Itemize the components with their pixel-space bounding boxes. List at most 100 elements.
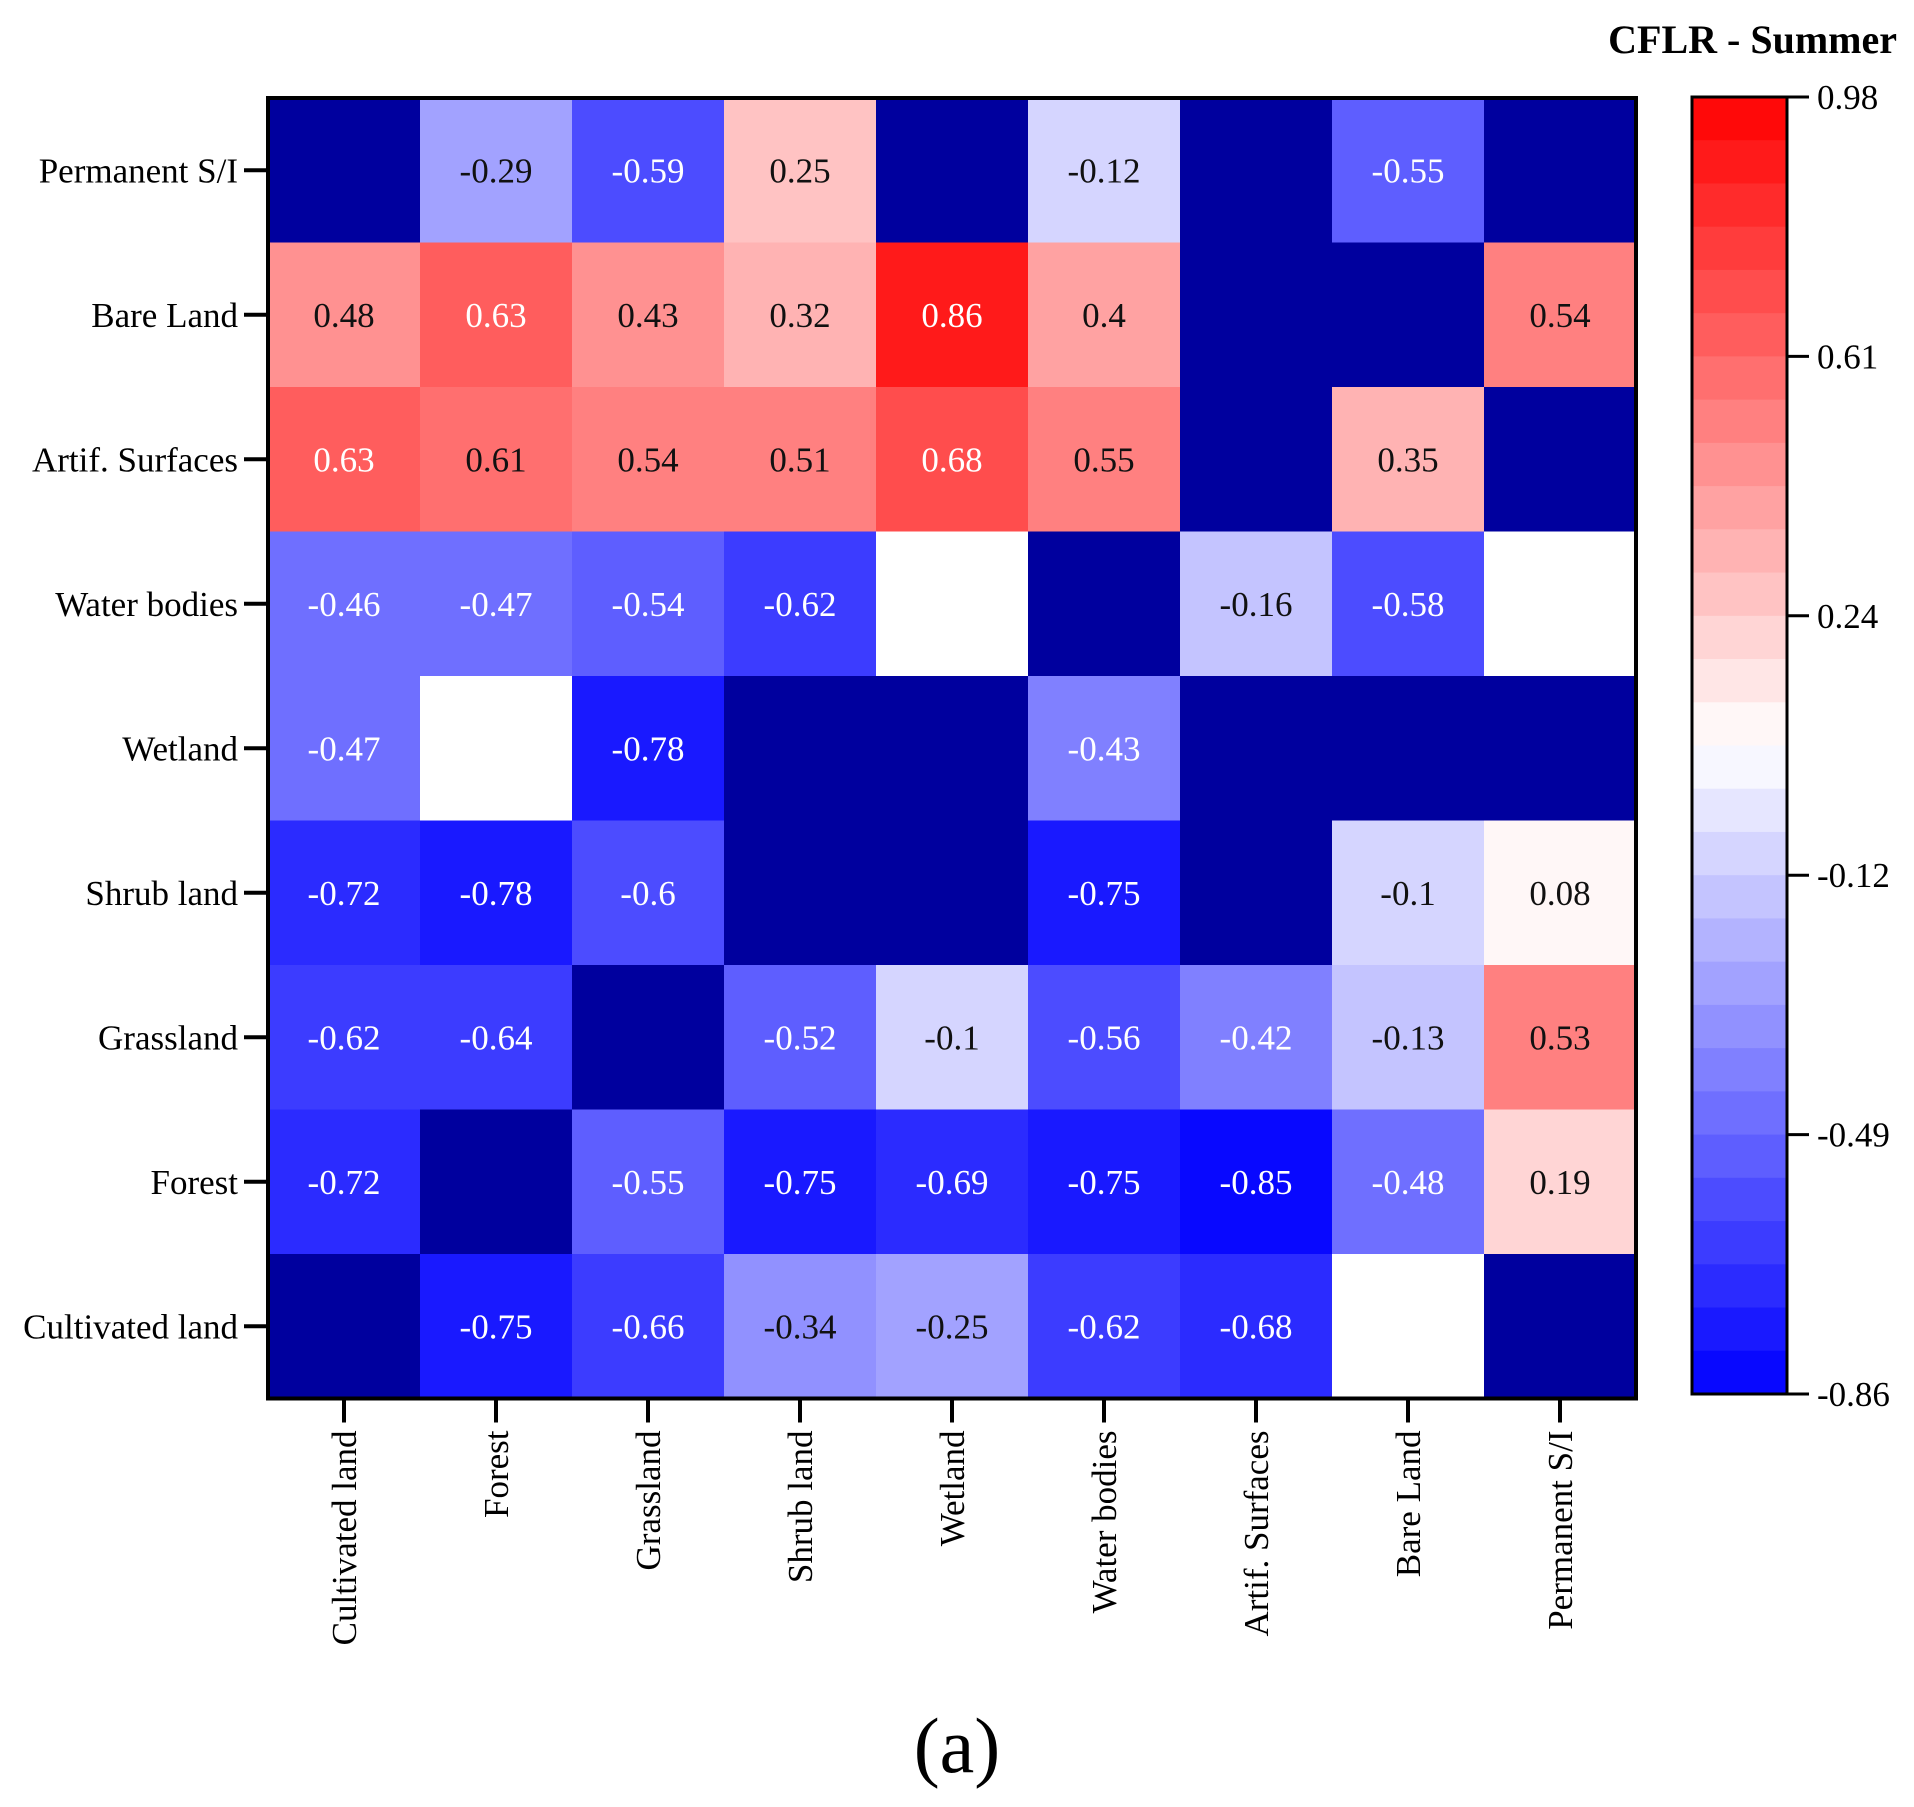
colorbar-step bbox=[1692, 1177, 1787, 1222]
heatmap-cell bbox=[1180, 98, 1333, 244]
cell-value-label: -0.68 bbox=[1220, 1307, 1293, 1346]
x-tick-label-artif-surfaces: Artif. Surfaces bbox=[1237, 1431, 1276, 1637]
cell-value-label: 0.63 bbox=[313, 440, 374, 479]
cell-value-label: -0.54 bbox=[612, 585, 685, 624]
cell-value-label: -0.55 bbox=[612, 1163, 685, 1202]
heatmap-cell bbox=[1332, 820, 1485, 966]
cell-value-label: -0.43 bbox=[1068, 729, 1141, 768]
cell-value-label: -0.78 bbox=[460, 874, 533, 913]
heatmap-cell bbox=[1484, 676, 1637, 822]
heatmap-cell bbox=[876, 820, 1029, 966]
x-tick-label-grassland: Grassland bbox=[629, 1430, 668, 1570]
heatmap-cell bbox=[1180, 387, 1333, 533]
x-axis: Cultivated land Forest Grassland Shrub land… bbox=[325, 1398, 1580, 1645]
x-tick-label-wetland: Wetland bbox=[933, 1430, 972, 1546]
heatmap-cell bbox=[572, 1109, 725, 1255]
x-tick-label-permanent-s-i: Permanent S/I bbox=[1541, 1431, 1580, 1630]
heatmap-cell bbox=[268, 1254, 421, 1400]
cell-value-label: -0.59 bbox=[612, 151, 685, 190]
heatmap-cell bbox=[572, 242, 725, 388]
cell-value-label: -0.62 bbox=[1068, 1307, 1141, 1346]
heatmap-cell bbox=[1484, 531, 1637, 677]
x-tick-label-water-bodies: Water bodies bbox=[1085, 1431, 1124, 1614]
heatmap-cell bbox=[1332, 242, 1485, 388]
heatmap-cell bbox=[1332, 1254, 1485, 1400]
y-tick-label-water-bodies: Water bodies bbox=[55, 585, 238, 624]
x-tick-label-bare-land: Bare Land bbox=[1389, 1430, 1428, 1577]
cell-value-label: -0.75 bbox=[1068, 874, 1141, 913]
cell-value-label: -0.56 bbox=[1068, 1018, 1141, 1057]
cell-value-label: -0.69 bbox=[916, 1163, 989, 1202]
cell-value-label: 0.48 bbox=[313, 296, 374, 335]
cell-value-label: -0.1 bbox=[1380, 874, 1435, 913]
cell-value-label: -0.52 bbox=[764, 1018, 837, 1057]
colorbar-step bbox=[1692, 659, 1787, 704]
panel-label: (a) bbox=[914, 1702, 1001, 1789]
heatmap-cell bbox=[1028, 1254, 1181, 1400]
cell-value-label: -0.62 bbox=[308, 1018, 381, 1057]
heatmap-cell bbox=[1028, 531, 1181, 677]
heatmap-cell bbox=[420, 965, 573, 1111]
cell-value-label: -0.12 bbox=[1068, 151, 1141, 190]
cell-value-label: -0.75 bbox=[764, 1163, 837, 1202]
colorbar-step bbox=[1692, 269, 1787, 314]
cell-value-label: -0.42 bbox=[1220, 1018, 1293, 1057]
heatmap-cell bbox=[268, 98, 421, 244]
heatmap-cell bbox=[420, 531, 573, 677]
colorbar-step bbox=[1692, 1307, 1787, 1352]
heatmap-cell bbox=[572, 531, 725, 677]
cell-value-label: 0.51 bbox=[769, 440, 830, 479]
cell-value-label: -0.72 bbox=[308, 1163, 381, 1202]
heatmap-cell bbox=[420, 242, 573, 388]
cell-value-label: -0.6 bbox=[620, 874, 675, 913]
colorbar-step bbox=[1692, 745, 1787, 790]
cell-value-label: -0.1 bbox=[924, 1018, 979, 1057]
heatmap-cell bbox=[1028, 242, 1181, 388]
colorbar-step bbox=[1692, 1004, 1787, 1049]
heatmap-cell bbox=[420, 676, 573, 822]
colorbar-step bbox=[1692, 788, 1787, 833]
heatmap-cells bbox=[268, 98, 1637, 1400]
y-tick-label-cultivated-land: Cultivated land bbox=[23, 1307, 238, 1346]
cell-value-label: 0.61 bbox=[465, 440, 526, 479]
heatmap-cell bbox=[724, 965, 877, 1111]
cell-value-label: -0.58 bbox=[1372, 585, 1445, 624]
heatmap-cell bbox=[1028, 1109, 1181, 1255]
heatmap-cell bbox=[1028, 98, 1181, 244]
colorbar-tick-label: -0.12 bbox=[1817, 856, 1890, 895]
heatmap-cell bbox=[724, 1109, 877, 1255]
heatmap-cell bbox=[1332, 676, 1485, 822]
colorbar-step bbox=[1692, 1264, 1787, 1309]
cell-value-label: 0.68 bbox=[921, 440, 982, 479]
x-tick-label-forest: Forest bbox=[477, 1430, 516, 1518]
heatmap-cell bbox=[876, 676, 1029, 822]
heatmap-cell bbox=[724, 387, 877, 533]
heatmap-cell bbox=[268, 1109, 421, 1255]
heatmap-cell bbox=[1484, 820, 1637, 966]
heatmap-cell bbox=[876, 242, 1029, 388]
x-tick-label-shrub-land: Shrub land bbox=[781, 1430, 820, 1583]
heatmap-cell bbox=[724, 242, 877, 388]
y-tick-label-wetland: Wetland bbox=[122, 729, 238, 768]
colorbar-step bbox=[1692, 1134, 1787, 1179]
colorbar-step bbox=[1692, 313, 1787, 358]
heatmap-cell bbox=[420, 98, 573, 244]
colorbar-step bbox=[1692, 486, 1787, 531]
cell-value-label: 0.54 bbox=[1529, 296, 1590, 335]
heatmap-cell bbox=[1484, 965, 1637, 1111]
cell-value-label: 0.63 bbox=[465, 296, 526, 335]
cell-value-label: -0.25 bbox=[916, 1307, 989, 1346]
colorbar-tick-label: -0.86 bbox=[1817, 1375, 1890, 1414]
cell-value-label: -0.47 bbox=[460, 585, 533, 624]
cell-value-label: 0.54 bbox=[617, 440, 678, 479]
heatmap-cell bbox=[1484, 1254, 1637, 1400]
heatmap-cell bbox=[1484, 98, 1637, 244]
heatmap-cell bbox=[876, 1109, 1029, 1255]
colorbar-step bbox=[1692, 1091, 1787, 1136]
colorbar-step bbox=[1692, 183, 1787, 228]
heatmap-cell bbox=[876, 965, 1029, 1111]
cell-value-label: 0.08 bbox=[1529, 874, 1590, 913]
heatmap-cell bbox=[724, 98, 877, 244]
